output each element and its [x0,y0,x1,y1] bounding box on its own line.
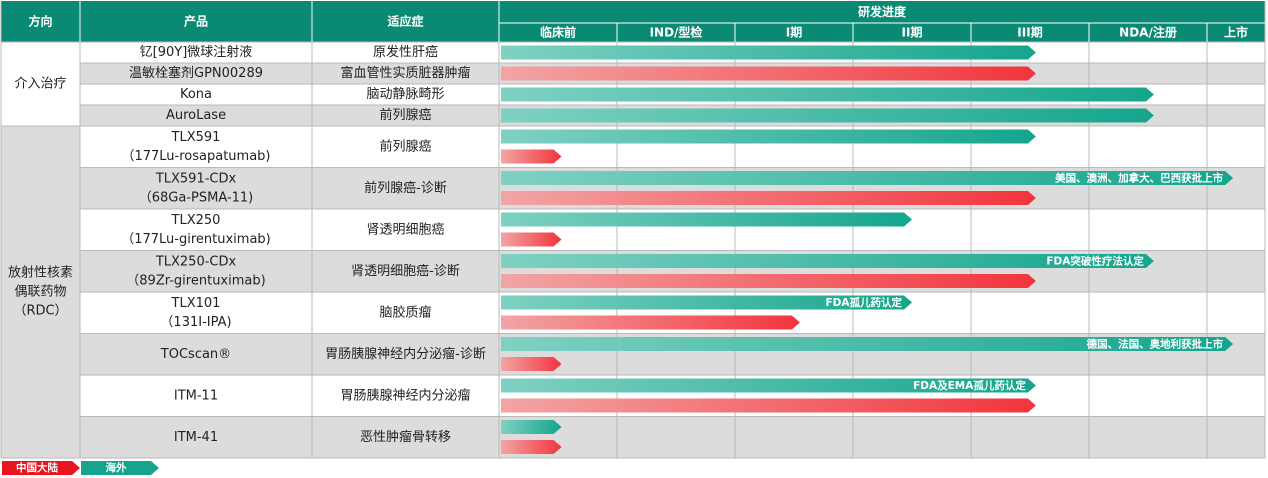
product-name: Kona [180,87,212,102]
stage-label: 临床前 [540,25,576,40]
product-name: ITM-41 [174,430,218,445]
group-label: 放射性核素 [8,265,73,281]
group-label: （RDC） [13,304,67,319]
china-bar [501,66,1036,81]
stage-label: I期 [786,25,802,40]
stage-label: II期 [902,25,923,40]
overseas-bar [501,45,1036,60]
product-name: TLX250 [171,213,221,228]
legend-china [2,461,80,475]
table-header [1,1,1265,42]
indication-label: 前列腺癌 [379,107,431,123]
indication-label: 肾透明细胞癌 [366,221,444,237]
overseas-bar [501,254,1154,268]
indication-label: 前列腺癌 [379,138,431,154]
china-bar [501,398,1036,413]
china-bar [501,357,562,371]
indication-label: 脑胶质瘤 [379,304,431,320]
stage-label: NDA/注册 [1119,25,1177,40]
indication-label: 脑动静脉畸形 [366,87,444,102]
header-indication: 适应症 [387,14,423,29]
overseas-bar [501,378,1036,393]
header-product: 产品 [184,14,208,29]
overseas-bar [501,129,1036,144]
product-name: TLX591 [171,130,221,145]
header-dividers [79,1,1265,42]
overseas-bar [501,87,1154,102]
group-label: 介入治疗 [14,77,66,92]
legend-overseas-label: 海外 [106,461,127,474]
indication-label: 前列腺癌-诊断 [364,180,447,196]
product-name: TLX101 [171,296,221,311]
product-name: ITM-11 [174,388,218,403]
indication-label: 胃肠胰腺神经内分泌瘤 [340,387,470,403]
product-name: （177Lu-rosapatumab) [121,149,270,164]
group-label: 偶联药物 [14,285,66,300]
product-name: （131I-IPA) [160,315,231,330]
table-row-bg [80,416,1265,458]
product-name: （177Lu-girentuximab) [121,232,271,247]
overseas-bar [501,295,912,310]
bar-annotation: FDA突破性疗法认定 [1046,255,1144,268]
product-name: TLX250-CDx [155,254,237,269]
group-cell [1,42,80,126]
indication-label: 胃肠胰腺神经内分泌瘤-诊断 [325,346,486,362]
header-direction: 方向 [28,14,52,29]
stage-label: III期 [1017,25,1042,40]
bar-annotation: FDA及EMA孤儿药认定 [913,379,1026,392]
product-name: TOCscan® [160,347,231,362]
bar-annotation: 德国、法国、奥地利获批上市 [1086,338,1224,351]
stage-label: 上市 [1224,25,1248,40]
china-bar [501,149,562,164]
bar-annotation: FDA孤儿药认定 [825,296,902,309]
product-name: （89Zr-girentuximab) [126,273,265,288]
china-bar [501,232,562,247]
product-name: 温敏栓塞剂GPN00289 [129,65,263,81]
header-progress: 研发进度 [858,4,907,19]
product-name: 钇[90Y]微球注射液 [140,44,253,60]
grid-lines [0,1,1266,459]
stage-label: IND/型检 [650,25,703,40]
indication-label: 恶性肿瘤骨转移 [360,429,451,445]
group-cell [1,126,80,458]
bar-annotation: 美国、澳洲、加拿大、巴西获批上市 [1055,172,1223,185]
overseas-bar [501,108,1154,123]
overseas-bar [501,420,562,434]
china-bar [501,315,800,330]
china-bar [501,274,1036,288]
overseas-bar [501,171,1234,185]
product-name: （68Ga-PSMA-11) [139,190,254,205]
product-name: TLX591-CDx [155,171,237,186]
product-name: AuroLase [166,108,226,123]
legend-china-label: 中国大陆 [16,461,58,474]
indication-label: 原发性肝癌 [373,44,438,60]
overseas-bar [501,212,912,227]
china-bar [501,440,562,454]
overseas-bar [501,337,1234,351]
indication-label: 肾透明细胞癌-诊断 [351,263,460,279]
china-bar [501,191,1036,205]
legend-overseas [81,461,159,475]
indication-label: 富血管性实质脏器肿瘤 [340,65,470,81]
